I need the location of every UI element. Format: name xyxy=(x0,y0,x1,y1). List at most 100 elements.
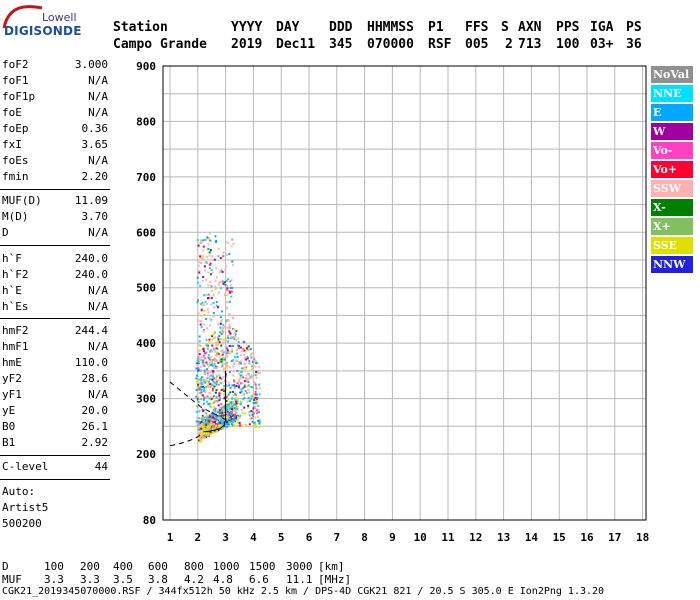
echo-point xyxy=(221,280,224,283)
echo-point xyxy=(238,361,241,364)
echo-point xyxy=(208,237,211,240)
echo-point xyxy=(210,318,213,321)
echo-point xyxy=(253,398,256,401)
echo-point xyxy=(222,376,225,379)
echo-point xyxy=(208,324,211,327)
echo-point xyxy=(203,424,206,427)
echo-point xyxy=(212,397,215,400)
echo-point xyxy=(196,399,199,402)
x-tick-label: 15 xyxy=(553,531,566,544)
echo-point xyxy=(200,398,203,401)
echo-point xyxy=(254,407,257,410)
echo-point xyxy=(232,423,235,426)
echo-point xyxy=(225,320,228,323)
param-row: hmF1 N/A xyxy=(2,340,108,356)
echo-point xyxy=(198,349,201,352)
echo-point xyxy=(200,436,203,439)
echo-point xyxy=(253,360,256,363)
echo-point xyxy=(235,402,238,405)
echo-point xyxy=(243,366,246,369)
echo-point xyxy=(206,422,209,425)
echo-point xyxy=(197,244,200,247)
distance-value: 400 xyxy=(113,560,133,573)
profile-extrapolation-bottom xyxy=(169,432,204,447)
param-name: yF1 xyxy=(2,388,22,401)
echo-point xyxy=(227,327,230,330)
echo-point xyxy=(226,421,229,424)
echo-point xyxy=(208,264,211,267)
echo-point xyxy=(217,323,220,326)
echo-point xyxy=(226,365,229,368)
echo-point xyxy=(209,392,212,395)
echo-point xyxy=(213,331,216,334)
echo-point xyxy=(227,340,230,343)
echo-point xyxy=(211,415,214,418)
echo-point xyxy=(225,404,228,407)
echo-point xyxy=(219,381,222,384)
echo-point xyxy=(250,417,253,420)
echo-point xyxy=(258,422,261,425)
echo-point xyxy=(248,411,251,414)
echo-point xyxy=(220,344,223,347)
echo-point xyxy=(214,407,217,410)
echo-point xyxy=(199,365,202,368)
echo-point xyxy=(211,383,214,386)
echo-point xyxy=(255,370,258,373)
echo-point xyxy=(200,241,203,244)
echo-point xyxy=(221,414,224,417)
echo-point xyxy=(208,350,211,353)
echo-point xyxy=(235,416,238,419)
footer-line: 500200 xyxy=(2,517,108,533)
echo-point xyxy=(206,368,209,371)
profile-extrapolation-top xyxy=(169,381,226,421)
x-tick-label: 10 xyxy=(414,531,427,544)
echo-point xyxy=(257,383,260,386)
echo-point xyxy=(253,357,256,360)
echo-point xyxy=(197,350,200,353)
echo-point xyxy=(234,392,237,395)
header-iga-label: IGA xyxy=(590,20,614,35)
echo-point xyxy=(202,304,205,307)
echo-point xyxy=(231,397,234,400)
echo-point xyxy=(200,356,203,359)
echo-point xyxy=(226,288,229,291)
echo-point xyxy=(216,306,219,309)
echo-point xyxy=(217,338,220,341)
echo-point xyxy=(207,428,210,431)
echo-point xyxy=(258,372,261,375)
echo-point xyxy=(229,286,232,289)
echo-point xyxy=(215,358,218,361)
echo-point xyxy=(197,439,200,442)
echo-point xyxy=(204,417,207,420)
echo-point xyxy=(245,366,248,369)
param-row: yF2 28.6 xyxy=(2,372,108,388)
y-tick-label: 200 xyxy=(136,448,156,461)
muf-value: 3.3 xyxy=(80,573,100,586)
echo-point xyxy=(204,373,207,376)
distance-value: 200 xyxy=(80,560,100,573)
echo-point xyxy=(221,353,224,356)
echo-point xyxy=(218,410,221,413)
echo-point xyxy=(243,340,246,343)
echo-point xyxy=(212,387,215,390)
echo-point xyxy=(226,425,229,428)
echo-point xyxy=(208,426,211,429)
echo-point xyxy=(198,270,201,273)
echo-point xyxy=(222,426,225,429)
echo-point xyxy=(206,420,209,423)
param-value: 3.000 xyxy=(74,58,108,71)
echo-point xyxy=(202,239,205,242)
echo-point xyxy=(215,383,218,386)
echo-point xyxy=(207,354,210,357)
echo-point xyxy=(234,398,237,401)
echo-point xyxy=(232,420,235,423)
echo-point xyxy=(217,379,220,382)
echo-point xyxy=(228,421,231,424)
echo-point xyxy=(220,366,223,369)
echo-point xyxy=(202,245,205,248)
echo-point xyxy=(251,361,254,364)
echo-point xyxy=(236,418,239,421)
echo-point xyxy=(255,362,258,365)
echo-point xyxy=(223,369,226,372)
echo-point xyxy=(199,440,202,443)
